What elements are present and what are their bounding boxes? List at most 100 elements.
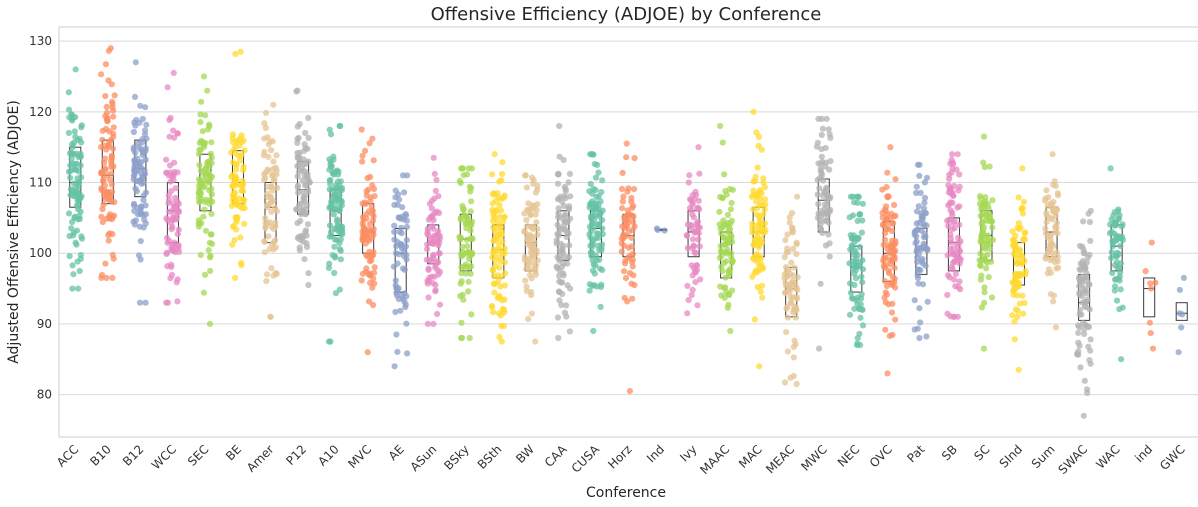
point-P12 bbox=[305, 270, 312, 277]
point-B12 bbox=[136, 223, 143, 230]
point-ASun bbox=[434, 310, 441, 318]
point-AE bbox=[391, 363, 398, 370]
point-OVC bbox=[880, 254, 888, 261]
point-BSky bbox=[465, 288, 472, 295]
point-MWC bbox=[818, 146, 825, 153]
point-Ivy bbox=[684, 244, 691, 252]
point-BE bbox=[229, 241, 236, 248]
point-OVC bbox=[879, 214, 886, 221]
point-SEC bbox=[208, 154, 215, 161]
point-A10 bbox=[331, 243, 338, 250]
point-SC bbox=[982, 198, 989, 205]
point-OVC bbox=[883, 184, 890, 191]
point-SB bbox=[954, 313, 961, 320]
point-MEAC bbox=[791, 337, 798, 344]
point-Pat bbox=[918, 213, 925, 220]
point-Pat bbox=[923, 245, 930, 253]
point-NEC bbox=[856, 244, 864, 251]
point-SInd bbox=[1012, 242, 1019, 249]
point-Amer bbox=[270, 272, 277, 279]
point-SB bbox=[946, 171, 953, 178]
point-MEAC bbox=[788, 210, 796, 217]
point-BSth bbox=[489, 217, 497, 224]
point-CUSA bbox=[590, 327, 597, 335]
point-SInd bbox=[1014, 307, 1022, 314]
point-ASun bbox=[425, 216, 432, 223]
point-CUSA bbox=[586, 223, 594, 230]
point-SB bbox=[955, 284, 962, 291]
point-ACC bbox=[74, 187, 81, 194]
point-BSky bbox=[457, 234, 465, 242]
point-WCC bbox=[168, 188, 175, 195]
point-MAAC bbox=[719, 139, 726, 146]
point-CAA bbox=[553, 240, 560, 247]
point-SWAC bbox=[1087, 347, 1094, 354]
point-SC bbox=[989, 224, 996, 231]
point-A10 bbox=[332, 254, 339, 261]
x-tick-label: Ind bbox=[644, 442, 667, 465]
point-SB bbox=[957, 238, 964, 245]
point-CAA bbox=[556, 288, 563, 296]
point-BSky bbox=[467, 208, 474, 215]
point-MAAC bbox=[729, 186, 737, 193]
point-CAA bbox=[558, 279, 566, 286]
point-Ivy bbox=[689, 211, 696, 218]
point-MEAC bbox=[782, 289, 789, 296]
point-SInd bbox=[1015, 272, 1023, 279]
point-Ivy bbox=[695, 236, 702, 243]
point-BSth bbox=[501, 245, 508, 252]
point-Sum bbox=[1043, 187, 1050, 194]
plot-frame bbox=[58, 26, 1198, 438]
point-SEC bbox=[207, 267, 214, 275]
point-NEC bbox=[856, 305, 863, 313]
point-Amer bbox=[261, 238, 268, 245]
point-Ivy bbox=[689, 201, 696, 208]
point-Amer bbox=[274, 184, 281, 191]
point-SEC bbox=[202, 166, 210, 173]
point-Pat bbox=[919, 255, 926, 263]
point-SC bbox=[977, 250, 984, 257]
point-NEC bbox=[856, 211, 863, 218]
point-Amer bbox=[270, 101, 277, 108]
point-Horz bbox=[624, 188, 631, 195]
point-ASun bbox=[435, 242, 442, 249]
point-ACC bbox=[75, 285, 82, 292]
point-MWC bbox=[822, 242, 830, 249]
point-BSky bbox=[468, 311, 475, 318]
point-BSth bbox=[492, 237, 499, 244]
point-Horz bbox=[619, 169, 626, 176]
point-NEC bbox=[855, 193, 862, 200]
point-NEC bbox=[853, 275, 860, 282]
point-A10 bbox=[327, 161, 334, 168]
point-SInd bbox=[1012, 232, 1019, 239]
point-BSky bbox=[457, 280, 464, 287]
point-SB bbox=[947, 235, 955, 242]
point-AE bbox=[396, 228, 403, 235]
point-Pat bbox=[921, 221, 928, 228]
point-AE bbox=[392, 194, 399, 201]
point-ASun bbox=[424, 241, 431, 248]
point-B10 bbox=[98, 274, 105, 281]
point-MAAC bbox=[716, 208, 723, 215]
point-SWAC bbox=[1086, 218, 1093, 226]
point-MWC bbox=[818, 170, 825, 177]
point-MEAC bbox=[784, 304, 791, 311]
point-BW bbox=[529, 224, 536, 231]
point-B10 bbox=[110, 145, 117, 152]
point-MAC bbox=[755, 236, 763, 243]
point-A10 bbox=[338, 187, 345, 194]
point-BSky bbox=[457, 216, 464, 223]
point-B10 bbox=[102, 93, 109, 100]
point-Amer bbox=[264, 194, 271, 201]
point-BE bbox=[228, 149, 235, 156]
point-WCC bbox=[166, 133, 173, 140]
point-SWAC bbox=[1076, 291, 1083, 298]
point-OVC bbox=[882, 299, 889, 306]
point-SC bbox=[985, 274, 992, 281]
point-P12 bbox=[304, 171, 311, 178]
point-MWC bbox=[819, 125, 827, 132]
point-SB bbox=[956, 260, 963, 267]
point-AE bbox=[394, 348, 401, 355]
point-MAC bbox=[755, 142, 762, 150]
point-SEC bbox=[197, 252, 204, 259]
